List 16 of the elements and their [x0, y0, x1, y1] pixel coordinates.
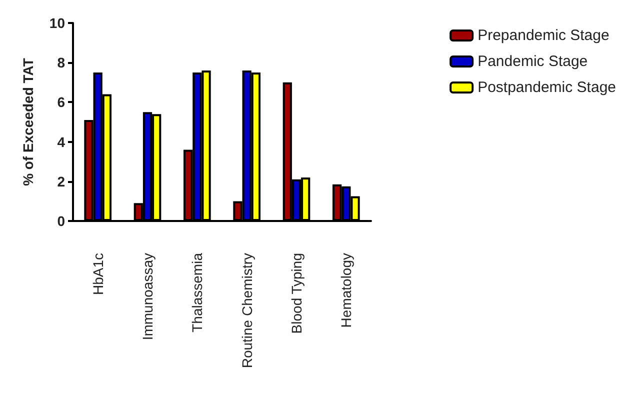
y-tick-label: 8	[57, 54, 66, 71]
y-axis-title: % of Exceeded TAT	[20, 58, 36, 186]
legend-label: Prepandemic Stage	[478, 27, 610, 44]
x-tick-label: Routine Chemistry	[238, 253, 255, 368]
legend-label: Postpandemic Stage	[478, 79, 616, 96]
x-tick-label: Hematology	[338, 253, 354, 328]
x-tick-label: Immunoassay	[140, 253, 156, 340]
y-tick-label: 6	[57, 94, 66, 110]
y-tick-label: 10	[49, 15, 66, 31]
x-tick-label: HbA1c	[90, 253, 106, 296]
x-tick-label: Thalassemia	[189, 252, 206, 332]
y-tick-label: 2	[57, 173, 66, 190]
x-tick-label: Blood Typing	[288, 253, 304, 334]
y-tick-label: 4	[57, 134, 66, 150]
legend-label: Pandemic Stage	[478, 53, 588, 70]
y-tick-label: 0	[57, 213, 66, 229]
